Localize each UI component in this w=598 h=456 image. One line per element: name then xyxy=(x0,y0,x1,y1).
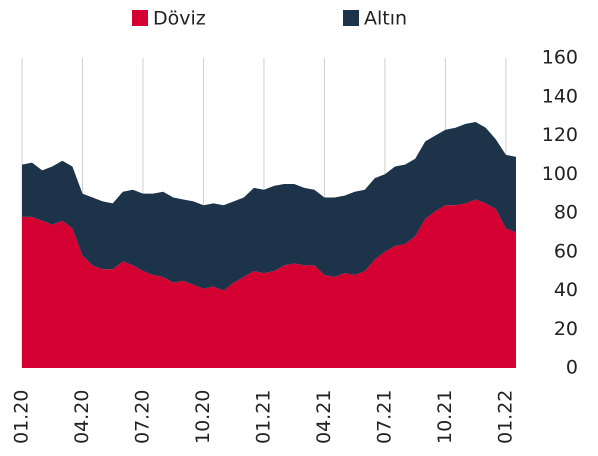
area xyxy=(22,199,516,368)
x-tick-label: 10.21 xyxy=(434,390,456,444)
y-tick-label: 120 xyxy=(542,124,578,146)
x-tick-label: 07.21 xyxy=(373,390,395,444)
x-tick-label: 01.21 xyxy=(252,390,274,444)
x-tick-label: 01.20 xyxy=(11,390,33,444)
x-tick-label: 10.20 xyxy=(192,390,214,444)
y-tick-label: 140 xyxy=(542,85,578,107)
y-tick-label: 100 xyxy=(542,163,578,185)
y-tick-label: 0 xyxy=(566,357,578,379)
y-tick-label: 40 xyxy=(554,279,578,301)
legend-label: Altın xyxy=(364,8,407,30)
y-tick-label: 20 xyxy=(554,318,578,340)
area xyxy=(22,121,516,291)
y-tick-label: 60 xyxy=(554,240,578,262)
x-tick-label: 04.20 xyxy=(71,390,93,444)
x-tick-label: 07.20 xyxy=(131,390,153,444)
x-tick-label: 04.21 xyxy=(313,390,335,444)
y-tick-label: 80 xyxy=(554,202,578,224)
x-tick-label: 01.22 xyxy=(494,390,516,444)
legend-swatch xyxy=(132,10,148,26)
legend-label: Döviz xyxy=(153,8,206,30)
legend-swatch xyxy=(343,10,359,26)
y-tick-label: 160 xyxy=(542,47,578,69)
